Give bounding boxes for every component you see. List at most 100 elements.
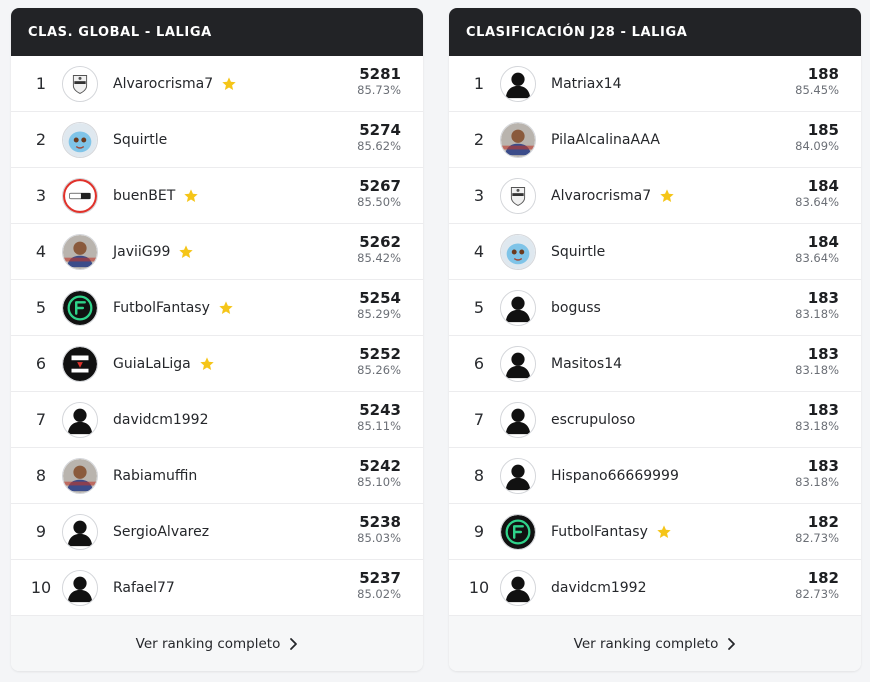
username[interactable]: Masitos14 [551, 356, 622, 372]
percentage-value: 85.45% [795, 83, 839, 97]
ranking-row[interactable]: 6 GuiaLaLiga 5252 85.26% [11, 336, 423, 392]
ranking-row[interactable]: 5 FutbolFantasy 5254 85.29% [11, 280, 423, 336]
ranking-row[interactable]: 2 Squirtle 5274 85.62% [11, 112, 423, 168]
rank-position: 9 [473, 522, 485, 541]
username-label: FutbolFantasy [113, 299, 210, 316]
points-value: 184 [807, 233, 839, 251]
ranking-row[interactable]: 8 Hispano66669999 183 83.18% [449, 448, 861, 504]
percentage-value: 85.62% [357, 139, 401, 153]
crest-avatar[interactable] [62, 65, 98, 102]
points-value: 185 [807, 121, 839, 139]
username[interactable]: Alvarocrisma7 [551, 188, 675, 204]
buenbet-logo-avatar[interactable] [62, 177, 98, 214]
percentage-value: 84.09% [795, 139, 839, 153]
ranking-row[interactable]: 1 Alvarocrisma7 5281 85.73% [11, 56, 423, 112]
guia-fantasy-logo-avatar[interactable] [62, 345, 98, 382]
ranking-row[interactable]: 1 Matriax14 188 85.45% [449, 56, 861, 112]
ranking-row[interactable]: 10 davidcm1992 182 82.73% [449, 560, 861, 616]
score-block: 5281 85.73% [357, 65, 401, 97]
username[interactable]: JaviiG99 [113, 244, 194, 260]
username-label: Rafael77 [113, 579, 175, 596]
global-ranking-panel: CLAS. GLOBAL - LALIGA 1 Alvarocrisma7 5281… [11, 8, 423, 671]
default-user-avatar[interactable] [62, 569, 98, 606]
username[interactable]: Squirtle [113, 132, 167, 148]
photo-avatar[interactable] [62, 233, 98, 270]
ranking-row[interactable]: 10 Rafael77 5237 85.02% [11, 560, 423, 616]
username-label: Alvarocrisma7 [551, 187, 652, 204]
default-user-avatar[interactable] [500, 65, 536, 102]
ranking-row[interactable]: 6 Masitos14 183 83.18% [449, 336, 861, 392]
ranking-row[interactable]: 3 Alvarocrisma7 184 83.64% [449, 168, 861, 224]
default-user-avatar[interactable] [62, 401, 98, 438]
username-label: boguss [551, 299, 601, 316]
futbolfantasy-logo-avatar[interactable] [62, 289, 98, 326]
score-block: 182 82.73% [795, 513, 839, 545]
ranking-row[interactable]: 4 Squirtle 184 83.64% [449, 224, 861, 280]
rank-position: 8 [35, 466, 47, 485]
username[interactable]: SergioAlvarez [113, 524, 209, 540]
points-value: 5242 [359, 457, 401, 475]
ranking-row[interactable]: 4 JaviiG99 5262 85.42% [11, 224, 423, 280]
ranking-row[interactable]: 9 FutbolFantasy 182 82.73% [449, 504, 861, 560]
chevron-right-icon [288, 637, 298, 651]
default-user-avatar[interactable] [500, 345, 536, 382]
points-value: 183 [807, 457, 839, 475]
username[interactable]: boguss [551, 300, 601, 316]
ranking-row[interactable]: 3 buenBET 5267 85.50% [11, 168, 423, 224]
username[interactable]: davidcm1992 [113, 412, 209, 428]
default-user-avatar[interactable] [500, 569, 536, 606]
default-user-avatar[interactable] [500, 289, 536, 326]
star-icon [178, 244, 194, 260]
view-full-ranking-link[interactable]: Ver ranking completo [11, 616, 423, 671]
default-user-avatar[interactable] [62, 513, 98, 550]
view-full-ranking-label: Ver ranking completo [135, 635, 281, 652]
ranking-row[interactable]: 2 PilaAlcalinaAAA 185 84.09% [449, 112, 861, 168]
chevron-right-icon [726, 637, 736, 651]
star-icon [183, 188, 199, 204]
points-value: 5238 [359, 513, 401, 531]
username[interactable]: FutbolFantasy [113, 300, 234, 316]
crest-avatar[interactable] [500, 177, 536, 214]
futbolfantasy-logo-avatar[interactable] [500, 513, 536, 550]
ranking-row[interactable]: 8 Rabiamuffin 5242 85.10% [11, 448, 423, 504]
username-label: Rabiamuffin [113, 467, 198, 484]
username[interactable]: FutbolFantasy [551, 524, 672, 540]
username[interactable]: escrupuloso [551, 412, 635, 428]
username[interactable]: Hispano66669999 [551, 468, 679, 484]
score-block: 5262 85.42% [357, 233, 401, 265]
username[interactable]: Matriax14 [551, 76, 621, 92]
percentage-value: 82.73% [795, 587, 839, 601]
ranking-row[interactable]: 7 davidcm1992 5243 85.11% [11, 392, 423, 448]
rank-position: 10 [30, 578, 52, 597]
username[interactable]: Squirtle [551, 244, 605, 260]
username[interactable]: PilaAlcalinaAAA [551, 132, 660, 148]
percentage-value: 83.64% [795, 195, 839, 209]
ranking-row[interactable]: 5 boguss 183 83.18% [449, 280, 861, 336]
score-block: 5242 85.10% [357, 457, 401, 489]
squirtle-avatar[interactable] [62, 121, 98, 158]
ranking-row[interactable]: 7 escrupuloso 183 83.18% [449, 392, 861, 448]
photo-avatar[interactable] [62, 457, 98, 494]
ranking-row[interactable]: 9 SergioAlvarez 5238 85.03% [11, 504, 423, 560]
view-full-ranking-link[interactable]: Ver ranking completo [449, 616, 861, 671]
percentage-value: 83.18% [795, 363, 839, 377]
photo-avatar[interactable] [500, 121, 536, 158]
username-label: davidcm1992 [551, 579, 647, 596]
username[interactable]: buenBET [113, 188, 199, 204]
username[interactable]: davidcm1992 [551, 580, 647, 596]
username[interactable]: Rafael77 [113, 580, 175, 596]
username-label: escrupuloso [551, 411, 636, 428]
username-label: PilaAlcalinaAAA [551, 131, 660, 148]
default-user-avatar[interactable] [500, 457, 536, 494]
squirtle-avatar[interactable] [500, 233, 536, 270]
view-full-ranking-label: Ver ranking completo [573, 635, 719, 652]
username[interactable]: Rabiamuffin [113, 468, 197, 484]
username[interactable]: GuiaLaLiga [113, 356, 215, 372]
username-label: Squirtle [551, 243, 606, 260]
points-value: 5281 [359, 65, 401, 83]
points-value: 5254 [359, 289, 401, 307]
default-user-avatar[interactable] [500, 401, 536, 438]
score-block: 183 83.18% [795, 289, 839, 321]
username[interactable]: Alvarocrisma7 [113, 76, 237, 92]
score-block: 183 83.18% [795, 401, 839, 433]
